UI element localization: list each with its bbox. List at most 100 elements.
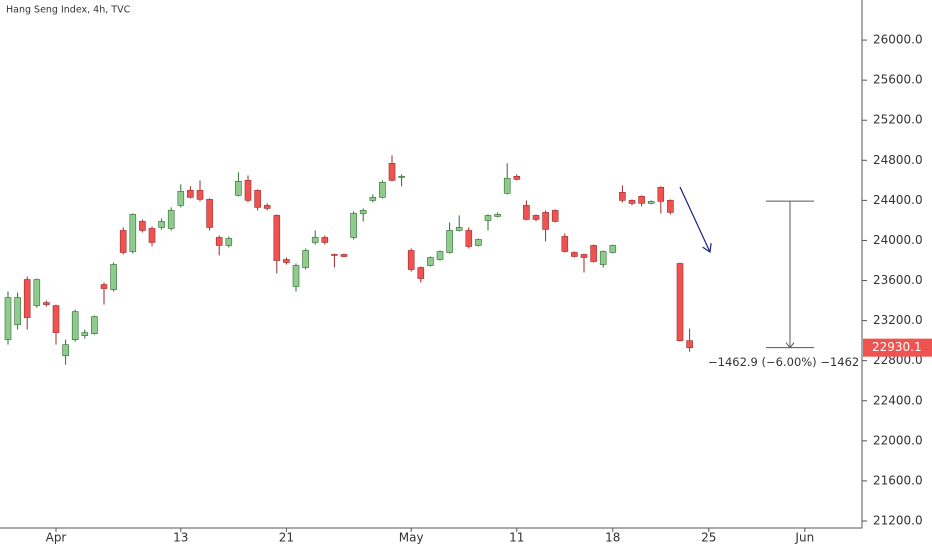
candle-body (398, 176, 405, 178)
candle-body (215, 237, 223, 246)
y-tick-label: 23600.0 (873, 273, 923, 287)
candle-body (71, 311, 79, 340)
candle-body (235, 181, 242, 196)
candle-body (628, 200, 636, 204)
candle-body (43, 302, 50, 305)
last-price-label: 22930.1 (872, 340, 922, 354)
plot-area: −1462.9 (−6.00%) −1462 (4, 155, 859, 369)
candle-body (638, 196, 645, 204)
candle-body (542, 212, 549, 230)
candle-body (273, 215, 281, 261)
candle-body (33, 279, 41, 306)
candle-body (340, 254, 348, 257)
y-tick-label: 22800.0 (873, 353, 923, 367)
candle-body (465, 230, 473, 247)
candle-body (148, 228, 156, 243)
candle-body (359, 210, 367, 214)
x-tick-label: 25 (701, 531, 716, 545)
candle-body (590, 245, 597, 262)
candle-body (379, 182, 386, 198)
candle-body (187, 190, 194, 198)
x-tick-label: 11 (509, 531, 524, 545)
candle-body (436, 251, 444, 260)
candle-body (158, 221, 165, 228)
candle-body (100, 284, 108, 289)
candle-body (619, 192, 626, 201)
candle-body (110, 264, 117, 290)
last-price-tag (863, 338, 932, 357)
candle-body (302, 250, 309, 268)
y-tick-label: 24000.0 (873, 233, 923, 247)
candle-body (475, 239, 482, 246)
candle-body (388, 163, 396, 181)
candle-body (609, 245, 617, 253)
candle-body (446, 230, 453, 253)
candle-body (91, 316, 98, 334)
candle-body (283, 259, 290, 263)
x-tick-label: 18 (605, 531, 620, 545)
candle-body (129, 214, 137, 252)
x-tick-label: May (399, 531, 424, 545)
candle-body (427, 257, 434, 266)
y-tick-label: 25600.0 (873, 73, 923, 87)
y-tick-label: 23200.0 (873, 313, 923, 327)
candle-body (551, 210, 559, 222)
candle-body (523, 205, 530, 220)
candle-body (350, 213, 357, 238)
candle-body (369, 197, 377, 201)
measure-label: −1462.9 (−6.00%) −1462 (708, 355, 859, 369)
candle-body (244, 180, 252, 201)
candle-body (657, 187, 665, 202)
candle-body (139, 221, 146, 231)
candle-body (81, 332, 89, 336)
y-tick-label: 24800.0 (873, 153, 923, 167)
candle-body (407, 250, 415, 270)
candle-body (23, 279, 31, 318)
candle-body (292, 265, 300, 287)
candle-body (4, 297, 12, 340)
candle-body (196, 190, 204, 200)
candle-body (225, 238, 233, 246)
trend-arrow (679, 186, 710, 252)
x-tick-label: 21 (279, 531, 294, 545)
candle-body (62, 344, 69, 356)
candle-body (254, 190, 261, 208)
candle-body (676, 263, 684, 341)
candle-body (14, 297, 21, 325)
y-tick-label: 25200.0 (873, 113, 923, 127)
candle-body (580, 254, 588, 258)
candle-body (561, 236, 569, 252)
candle-body (177, 191, 185, 206)
candle-body (494, 214, 501, 217)
candle-body (263, 205, 271, 209)
y-tick-label: 22400.0 (873, 393, 923, 407)
candle-body (52, 305, 60, 333)
candle-body (513, 176, 521, 180)
x-tick-label: Apr (46, 531, 67, 545)
candle-body (455, 227, 463, 231)
candle-body (311, 237, 319, 243)
x-tick-label: Jun (794, 531, 814, 545)
candle-body (686, 340, 693, 348)
chart-title: Hang Seng Index, 4h, TVC (6, 5, 131, 16)
x-tick-label: 13 (173, 531, 188, 545)
measure-arrowhead (785, 342, 795, 349)
y-tick-label: 21200.0 (873, 513, 923, 527)
candle-body (484, 215, 492, 221)
candle-body (321, 237, 329, 243)
y-tick-label: 21600.0 (873, 473, 923, 487)
y-tick-label: 24400.0 (873, 193, 923, 207)
candle-body (417, 267, 425, 279)
y-tick-label: 26000.0 (873, 33, 923, 47)
candle-body (532, 215, 540, 220)
candle-body (331, 254, 338, 256)
y-tick-label: 22000.0 (873, 433, 923, 447)
candle-body (599, 251, 607, 265)
candle-body (206, 199, 213, 228)
candle-body (119, 230, 127, 253)
candle-body (503, 178, 511, 194)
candle-body (647, 201, 655, 204)
